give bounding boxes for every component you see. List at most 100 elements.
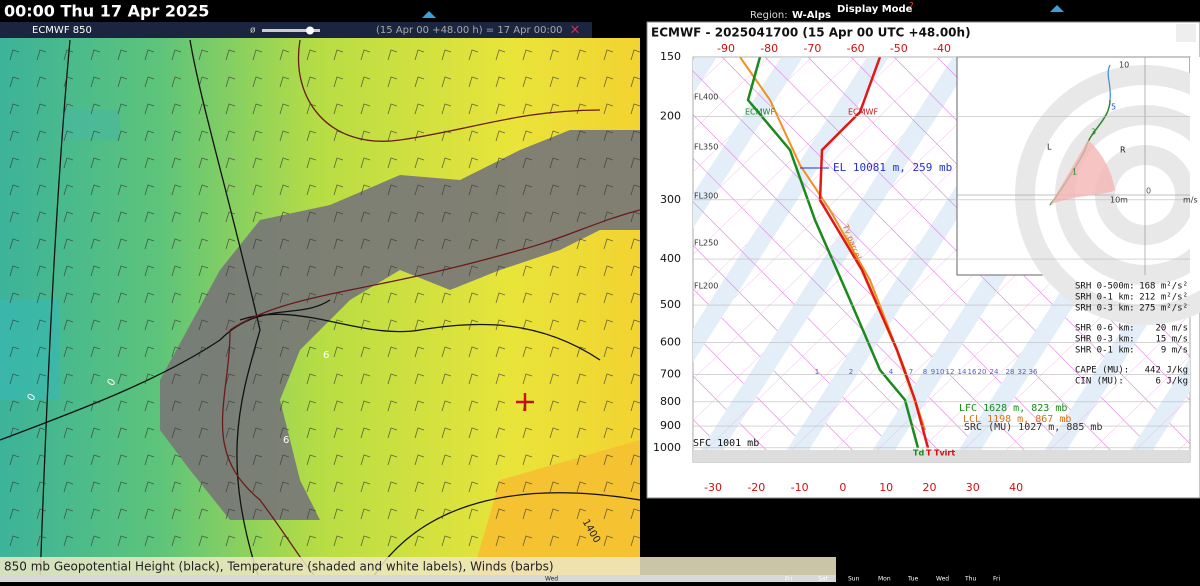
barb <box>198 238 209 250</box>
barb <box>414 265 425 277</box>
barb <box>63 265 74 277</box>
barb <box>441 346 452 358</box>
barb <box>603 184 614 196</box>
barb <box>603 400 614 412</box>
opacity-slider[interactable] <box>262 29 320 32</box>
barb <box>522 184 533 196</box>
top-temperature-tick: -50 <box>890 42 908 55</box>
barb <box>225 76 236 88</box>
barb <box>441 319 452 331</box>
barb <box>225 481 236 493</box>
barb <box>414 49 425 61</box>
barb <box>171 373 182 385</box>
barb <box>549 130 560 142</box>
barb <box>549 265 560 277</box>
barb <box>522 427 533 439</box>
barb <box>225 103 236 115</box>
barb <box>171 157 182 169</box>
help[interactable]: ? <box>909 2 914 12</box>
pressure-tick-label: 900 <box>660 419 681 432</box>
barb <box>603 454 614 466</box>
map-opacity-symbol: ø <box>250 26 256 36</box>
barb <box>171 319 182 331</box>
timeline[interactable] <box>0 575 836 582</box>
isotherm-band <box>693 57 717 95</box>
barb <box>117 103 128 115</box>
profiles <box>739 57 930 449</box>
barb <box>198 535 209 547</box>
barb <box>387 400 398 412</box>
barb <box>333 481 344 493</box>
barb <box>387 49 398 61</box>
sounding-title: ECMWF - 2025041700 (15 Apr 00 UTC +48.00… <box>651 26 971 40</box>
barb <box>306 157 317 169</box>
barb <box>441 481 452 493</box>
barb <box>9 211 20 223</box>
barb <box>522 535 533 547</box>
barb <box>576 400 587 412</box>
barb <box>171 184 182 196</box>
barb <box>198 265 209 277</box>
barb <box>549 292 560 304</box>
barb <box>306 346 317 358</box>
hodograph-label: 1 <box>1072 168 1077 177</box>
up-arrow-right[interactable] <box>1050 5 1064 12</box>
barb <box>279 319 290 331</box>
barb <box>252 481 263 493</box>
barb <box>225 400 236 412</box>
barb <box>414 238 425 250</box>
barb <box>171 427 182 439</box>
barb <box>333 76 344 88</box>
timeline-day: Sat <box>818 576 828 583</box>
barb <box>630 427 641 439</box>
barb <box>549 508 560 520</box>
barb <box>441 49 452 61</box>
barb <box>360 49 371 61</box>
barb <box>441 508 452 520</box>
barb <box>441 400 452 412</box>
panel-button[interactable] <box>1176 24 1196 42</box>
barb <box>468 238 479 250</box>
barb <box>630 130 641 142</box>
wind-barbs <box>9 49 641 547</box>
barb <box>630 373 641 385</box>
barb <box>360 373 371 385</box>
barb <box>414 76 425 88</box>
up-arrow[interactable] <box>422 11 436 18</box>
barb <box>90 319 101 331</box>
bottom-temperature-tick: -30 <box>704 481 722 494</box>
barb <box>171 535 182 547</box>
map-run-info: (15 Apr 00 +48.00 h) = 17 Apr 00:00 <box>376 25 563 36</box>
barb <box>144 157 155 169</box>
barb <box>549 346 560 358</box>
moist-adiabat <box>1079 355 1190 462</box>
barb <box>441 211 452 223</box>
barb <box>117 535 128 547</box>
flight-level: FL400 <box>694 93 718 102</box>
barb <box>522 238 533 250</box>
barb <box>414 400 425 412</box>
dry-adiabat <box>693 288 865 462</box>
display-mode[interactable]: Display Mode <box>837 4 913 15</box>
barb <box>333 400 344 412</box>
barb <box>225 238 236 250</box>
barb <box>441 454 452 466</box>
barb <box>414 103 425 115</box>
barb <box>279 76 290 88</box>
barb <box>171 346 182 358</box>
barb <box>9 76 20 88</box>
opacity-handle[interactable] <box>306 26 314 35</box>
barb <box>171 103 182 115</box>
barb <box>468 130 479 142</box>
barb <box>630 508 641 520</box>
region-label: Region: <box>750 10 788 21</box>
map-close[interactable]: × <box>570 23 581 38</box>
region[interactable]: W-Alps <box>792 10 831 21</box>
hodograph-label: L <box>1047 143 1052 152</box>
barb <box>522 265 533 277</box>
hodograph-label: 0 <box>1146 187 1151 196</box>
barb <box>522 76 533 88</box>
barb <box>387 319 398 331</box>
barb <box>495 373 506 385</box>
